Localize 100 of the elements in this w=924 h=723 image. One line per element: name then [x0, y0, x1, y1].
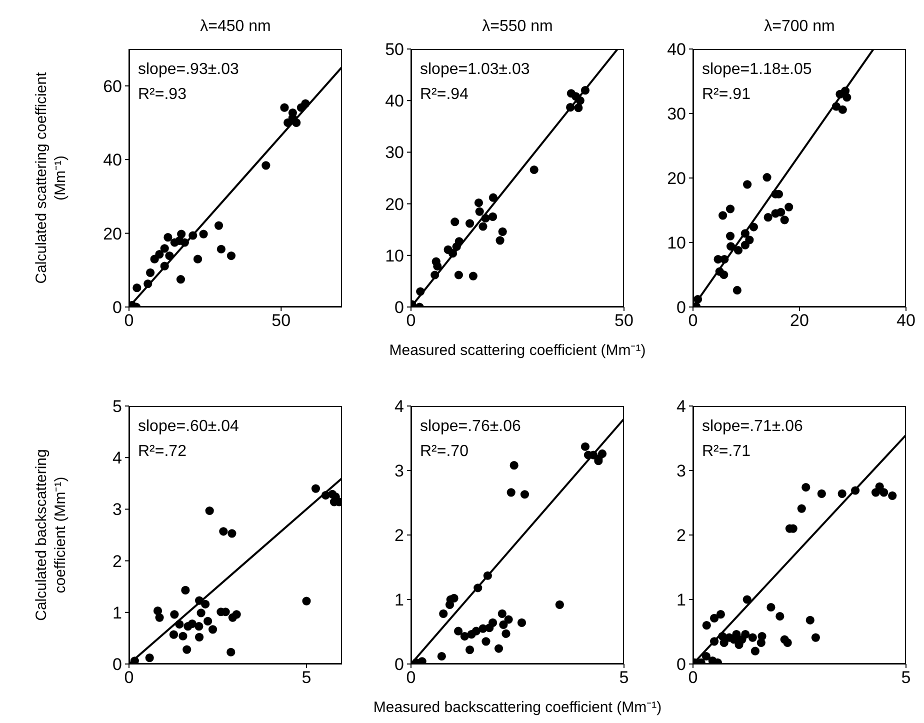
annotation: slope=.76±.06 [420, 417, 521, 437]
point [232, 610, 241, 619]
point [726, 232, 735, 240]
point [702, 621, 711, 630]
point [598, 449, 607, 458]
chart-title: λ=550 nm [481, 18, 554, 36]
point [720, 270, 728, 280]
y-tick-label: 50 [385, 40, 404, 60]
point [566, 103, 575, 112]
point [499, 620, 508, 629]
point [460, 632, 469, 641]
point [181, 586, 190, 595]
point [454, 270, 464, 280]
point [450, 594, 458, 603]
point [201, 600, 210, 608]
annotation: slope=.71±.06 [702, 417, 803, 437]
point [145, 654, 154, 662]
point [153, 606, 162, 616]
point [416, 287, 425, 296]
point [762, 173, 772, 182]
point [726, 204, 735, 214]
point [188, 619, 196, 628]
y-tick-label: 4 [676, 397, 686, 416]
point [262, 161, 270, 170]
x-tick-label: 50 [272, 311, 291, 330]
y-tick-label: 10 [385, 246, 404, 266]
point [580, 442, 590, 451]
annotation: R²=.93 [138, 85, 188, 105]
point [776, 208, 786, 216]
y-tick-label: 1 [676, 590, 686, 610]
point [510, 461, 518, 470]
point [745, 236, 754, 244]
point [199, 230, 208, 238]
point [465, 219, 474, 228]
y-tick-label: 0 [676, 298, 686, 318]
point [214, 221, 224, 230]
point [226, 648, 236, 656]
point [517, 618, 526, 628]
point [180, 238, 189, 247]
point [776, 612, 784, 621]
x-tick-label: 20 [790, 311, 809, 330]
x-tick-label: 50 [614, 311, 634, 330]
annotation: R²=.72 [138, 442, 188, 462]
x-tick-label: 40 [896, 311, 916, 330]
point [504, 615, 513, 624]
point [194, 632, 204, 642]
point [802, 482, 810, 492]
point [726, 242, 736, 251]
point [216, 244, 226, 254]
point [196, 608, 206, 618]
point [740, 229, 750, 238]
x-tick-label: 5 [619, 668, 629, 688]
point [748, 633, 757, 642]
y-tick-label: 4 [394, 397, 404, 416]
point [164, 233, 172, 242]
point [165, 251, 174, 260]
point [474, 584, 482, 592]
point [797, 504, 806, 513]
point [483, 571, 492, 580]
point [720, 638, 728, 648]
x-axis-title: Measured scattering coefficient (Mm⁻¹) [388, 341, 647, 359]
chart-title: λ=700 nm [763, 18, 836, 36]
point [193, 254, 202, 264]
point [840, 86, 850, 96]
point [219, 527, 228, 536]
y-tick-label: 30 [667, 104, 686, 124]
point [472, 626, 480, 636]
point [750, 646, 760, 656]
annotation: slope=1.03±.03 [420, 60, 530, 80]
point [130, 656, 139, 664]
y-tick-label: 0 [676, 655, 686, 674]
point [764, 213, 772, 222]
point [155, 250, 164, 259]
point [783, 638, 792, 648]
point [710, 637, 719, 646]
point [743, 180, 752, 189]
y-tick-label: 20 [385, 194, 404, 214]
y-tick-label: 3 [112, 500, 122, 520]
y-tick-label: 60 [103, 76, 122, 96]
y-tick-label: 3 [676, 462, 686, 481]
point [146, 268, 155, 278]
point [301, 99, 310, 108]
point [702, 652, 711, 661]
point [710, 614, 719, 623]
point [502, 629, 510, 638]
point [226, 251, 236, 260]
point [880, 488, 888, 497]
x-tick-label: 5 [901, 668, 911, 688]
point [439, 609, 448, 618]
point [720, 254, 729, 264]
point [741, 630, 750, 639]
point [176, 275, 186, 284]
point [496, 236, 504, 245]
y-axis-title: Calculated scattering coefficient (Mm⁻¹) [32, 71, 70, 286]
annotation: R²=.71 [702, 442, 752, 462]
point [430, 270, 440, 280]
y-tick-label: 2 [112, 552, 122, 571]
y-tick-label: 30 [385, 143, 404, 162]
point [474, 198, 484, 208]
point [520, 490, 530, 499]
